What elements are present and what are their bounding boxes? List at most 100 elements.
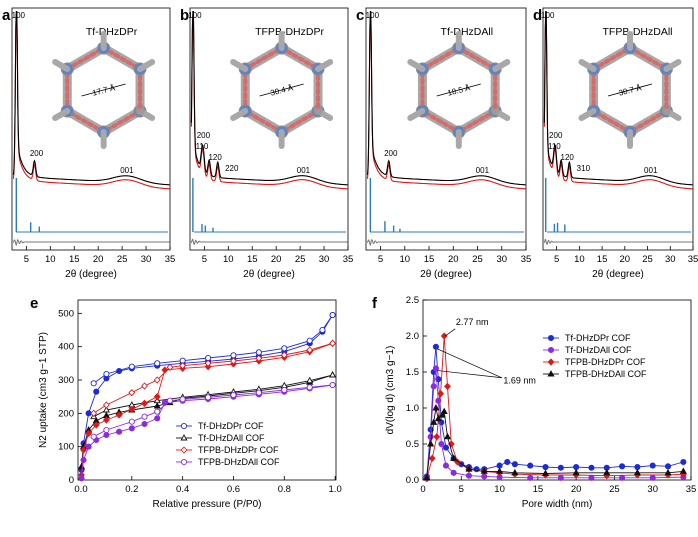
data-point xyxy=(329,339,337,347)
pore-size-label: 17.7 Å xyxy=(91,83,116,97)
peak-label-310: 310 xyxy=(577,164,591,173)
x-tick-label: 0.6 xyxy=(227,484,240,495)
x-tick-label: 15 xyxy=(597,254,608,265)
data-point xyxy=(128,363,135,370)
data-point xyxy=(230,352,237,359)
x-axis-label: 2θ (degree) xyxy=(65,269,117,280)
framework-branch xyxy=(52,59,71,72)
panel-letter: e xyxy=(30,295,38,312)
peak-label-001: 001 xyxy=(644,166,658,175)
data-point xyxy=(428,454,436,463)
legend: Tf-DHzDPr COF Tf-DHzDAll COF TFPB-DHzDPr C… xyxy=(176,421,280,467)
data-point xyxy=(664,468,672,476)
data-point xyxy=(255,389,262,396)
data-point xyxy=(440,407,448,415)
data-point xyxy=(153,376,161,384)
data-point xyxy=(432,365,439,372)
x-tick-label: 20 xyxy=(571,484,582,495)
peak-label-110: 110 xyxy=(548,142,561,151)
panel-letter: d xyxy=(533,7,542,24)
x-tick-label: 0.8 xyxy=(278,484,291,495)
panel-f: f 0 5 10 15 20 25 30 35 0.0 0.5 1.0 1.5 2.0 2.5 Pore wi… xyxy=(372,295,696,510)
data-point xyxy=(572,468,580,476)
pore-size-arrow xyxy=(436,83,481,97)
data-point xyxy=(427,433,434,440)
x-tick-label: 5 xyxy=(378,254,383,265)
pore-size-label: 18.5 Å xyxy=(447,83,472,97)
desorption-line xyxy=(93,342,333,414)
peak-label-100: 100 xyxy=(188,11,202,20)
data-point xyxy=(166,397,173,404)
x-tick-label: 0.2 xyxy=(125,484,138,495)
data-point xyxy=(438,411,446,418)
data-point xyxy=(437,389,445,398)
framework-branch xyxy=(52,108,71,121)
framework-edge-atoms xyxy=(243,46,284,71)
legend-entry: TFPB-DHzDAll COF xyxy=(565,369,647,379)
y-axis-label: dV(log d) (cm3 g−1) xyxy=(385,346,396,435)
panel-c: c 5 10 15 20 25 30 35 2θ (degree) 100 200 001 Tf-DHz… xyxy=(356,7,531,280)
data-point xyxy=(161,366,169,374)
y-tick-label: 100 xyxy=(58,442,74,453)
peak-label-001: 001 xyxy=(120,166,134,175)
difference-curve xyxy=(190,238,348,245)
plot-frame xyxy=(365,7,527,251)
data-point xyxy=(78,475,85,482)
data-point xyxy=(619,474,626,481)
legend-entry: Tf-DHzDAll COF xyxy=(198,433,265,443)
data-point xyxy=(423,473,431,481)
x-tick-label: 10 xyxy=(494,484,505,495)
peak-label-200: 200 xyxy=(384,149,398,158)
y-tick-label: 200 xyxy=(58,408,74,419)
x-tick-label: 10 xyxy=(45,254,56,265)
y-tick-label: 400 xyxy=(58,342,74,353)
data-point xyxy=(281,386,288,394)
x-tick-label: 25 xyxy=(642,254,653,265)
data-point xyxy=(633,468,641,476)
data-point xyxy=(180,434,188,441)
framework-edge-atoms xyxy=(456,109,498,134)
framework-structure-illustration xyxy=(230,31,334,149)
data-point xyxy=(511,468,519,476)
x-tick-label: 15 xyxy=(69,254,80,265)
x-tick-label: 20 xyxy=(271,254,282,265)
data-point xyxy=(103,426,110,434)
data-point xyxy=(329,311,336,319)
x-tick-label: 35 xyxy=(686,484,697,495)
pore-size-arrow xyxy=(607,83,653,97)
data-point xyxy=(541,469,550,476)
series-TFPB-DHzDPr COF xyxy=(78,339,337,479)
y-tick-label: 2.0 xyxy=(406,331,419,342)
peak-label-001: 001 xyxy=(297,166,311,175)
peak-label-001: 001 xyxy=(476,166,490,175)
data-point xyxy=(433,433,441,441)
framework-edge-atoms xyxy=(65,109,106,134)
x-tick-label: 30 xyxy=(665,254,676,265)
panel-letter: a xyxy=(2,7,11,24)
peak-label-100: 100 xyxy=(366,11,380,20)
x-tick-label: 15 xyxy=(247,254,258,265)
data-point xyxy=(442,444,450,451)
series-TFPB-DHzDAll COF xyxy=(423,404,687,481)
annotation-arrow xyxy=(445,328,456,337)
pore-size-label: 30.7 Å xyxy=(618,83,643,97)
framework-edge-atoms xyxy=(420,46,461,71)
data-point xyxy=(664,463,672,470)
data-point xyxy=(90,380,97,387)
experimental-curve xyxy=(12,10,170,186)
x-tick-label: 10 xyxy=(223,254,234,265)
data-point xyxy=(280,351,288,359)
experimental-curve xyxy=(190,10,348,186)
data-point xyxy=(465,472,472,479)
peak-label-120: 120 xyxy=(208,153,222,162)
experimental-curve xyxy=(366,10,526,186)
data-point xyxy=(557,474,564,481)
data-point xyxy=(527,462,534,469)
framework-edge-atoms xyxy=(456,46,498,71)
x-tick-label: 10 xyxy=(399,254,410,265)
data-point xyxy=(454,458,461,466)
y-tick-label: 500 xyxy=(58,308,74,319)
data-point xyxy=(619,463,626,470)
annotation-2.77nm: 2.77 nm xyxy=(456,317,489,327)
x-tick-label: 25 xyxy=(117,254,128,265)
